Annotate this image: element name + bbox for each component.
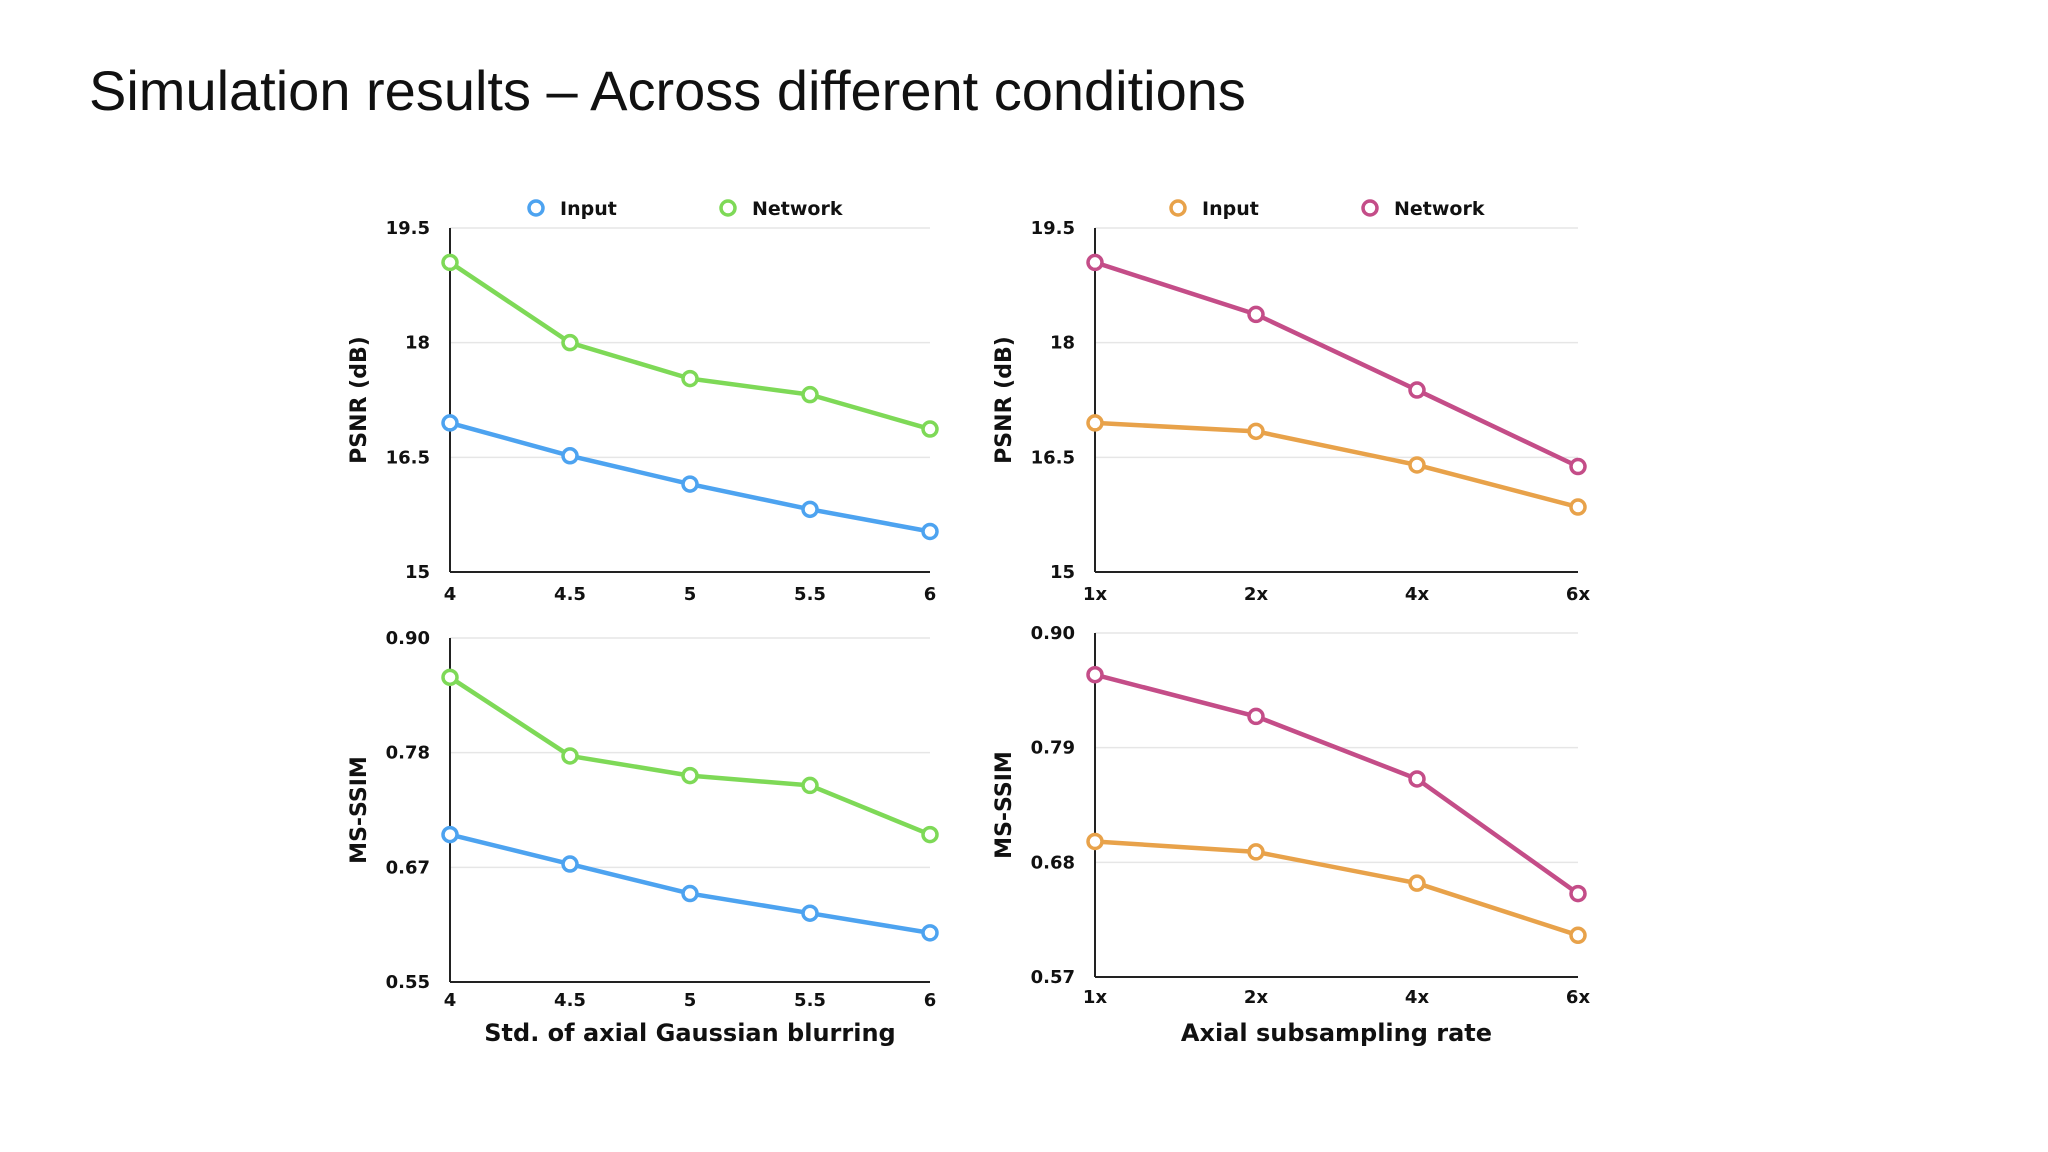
data-point-input [801, 500, 819, 519]
x-tick-label: 1x [1083, 987, 1108, 1008]
y-tick-label: 0.90 [1031, 623, 1075, 644]
y-tick-label: 16.5 [1031, 447, 1075, 468]
y-axis-label: MS-SSIM [347, 756, 372, 864]
data-point-input [441, 414, 459, 432]
x-tick-label: 6 [924, 584, 937, 605]
x-tick-label: 5.5 [794, 990, 826, 1011]
x-tick-label: 4x [1405, 987, 1430, 1008]
legend-label-input: Input [1202, 198, 1259, 220]
data-point-network [921, 420, 939, 438]
data-point-network [1086, 665, 1104, 684]
x-tick-label: 4 [444, 584, 457, 605]
data-point-network [441, 668, 459, 687]
series-line-input [1092, 839, 1581, 938]
legend-marker-network [719, 199, 737, 217]
y-tick-label: 15 [405, 562, 430, 583]
data-point-input [1408, 456, 1426, 474]
x-tick-label: 6x [1566, 584, 1591, 605]
data-point-input [1247, 422, 1265, 441]
x-tick-label: 5.5 [794, 584, 826, 605]
x-tick-label: 4x [1405, 584, 1430, 605]
data-point-network [1247, 305, 1265, 324]
series-line-input [447, 832, 933, 936]
data-point-input [1569, 498, 1587, 516]
slide-title: Simulation results – Across different co… [89, 59, 1246, 122]
data-point-network [1569, 884, 1587, 903]
data-point-network [1408, 381, 1426, 399]
y-axis-label: PSNR (dB) [347, 336, 372, 464]
data-point-network [1247, 707, 1265, 726]
y-tick-label: 0.78 [386, 743, 430, 764]
x-tick-label: 5 [684, 990, 697, 1011]
x-tick-label: 4.5 [554, 990, 586, 1011]
x-tick-label: 2x [1244, 584, 1269, 605]
series-line-network [447, 260, 933, 432]
x-tick-label: 5 [684, 584, 697, 605]
x-axis-label: Std. of axial Gaussian blurring [484, 1019, 895, 1047]
y-axis-label: PSNR (dB) [992, 336, 1017, 464]
y-tick-label: 15 [1050, 562, 1075, 583]
chart-psnr-blur: 15 16.5 18 19.5 4 4.5 5 5.5 6 PSNR (dB) Input Netwo… [347, 198, 939, 605]
data-point-input [921, 924, 939, 942]
y-tick-label: 18 [1050, 333, 1075, 354]
data-point-input [1086, 414, 1104, 432]
legend-marker-input [1169, 199, 1187, 217]
data-point-input [921, 522, 939, 541]
data-point-input [1247, 843, 1265, 861]
chart-msssim-blur: 0.55 0.67 0.78 0.90 4 4.5 5 5.5 6 MS-SSIM Std. of … [347, 628, 939, 1047]
chart-psnr-subsampling: 15 16.5 18 19.5 1x 2x 4x 6x PSNR (dB) Input Networ… [992, 198, 1590, 605]
series-line-network [447, 675, 933, 837]
data-point-input [1408, 874, 1426, 892]
data-point-network [1408, 770, 1426, 788]
legend-marker-network [1361, 199, 1379, 217]
data-point-input [1086, 832, 1104, 851]
data-point-network [801, 776, 819, 795]
x-tick-label: 6 [924, 990, 937, 1011]
data-point-input [1569, 926, 1587, 945]
data-point-input [801, 904, 819, 922]
y-tick-label: 0.57 [1031, 967, 1075, 988]
y-tick-label: 0.90 [386, 628, 430, 649]
y-tick-label: 16.5 [386, 447, 430, 468]
x-tick-label: 6x [1566, 987, 1591, 1008]
series-line-network [1092, 260, 1581, 469]
y-axis-label: MS-SSIM [992, 751, 1017, 859]
series-line-network [1092, 672, 1581, 896]
data-point-input [441, 825, 459, 844]
x-tick-label: 4.5 [554, 584, 586, 605]
series-line-input [1092, 420, 1581, 510]
y-tick-label: 19.5 [1031, 218, 1075, 239]
data-point-network [681, 369, 699, 388]
data-point-network [561, 747, 579, 765]
data-point-input [561, 855, 579, 873]
legend-marker-input [527, 199, 545, 217]
y-tick-label: 0.55 [386, 972, 430, 993]
data-point-network [1569, 457, 1587, 476]
data-point-input [681, 884, 699, 903]
chart-msssim-subsampling: 0.57 0.68 0.79 0.90 1x 2x 4x 6x MS-SSIM Axial sub… [992, 623, 1590, 1047]
data-point-network [801, 385, 819, 404]
data-point-network [681, 766, 699, 785]
x-tick-label: 1x [1083, 584, 1108, 605]
x-tick-label: 4 [444, 990, 457, 1011]
data-point-network [921, 825, 939, 844]
legend-label-input: Input [560, 198, 617, 220]
legend-label-network: Network [752, 198, 843, 220]
y-tick-label: 0.79 [1031, 738, 1075, 759]
y-tick-label: 0.67 [386, 857, 430, 878]
data-point-network [561, 333, 579, 352]
y-tick-label: 19.5 [386, 218, 430, 239]
y-tick-label: 0.68 [1031, 852, 1075, 873]
x-axis-label: Axial subsampling rate [1181, 1019, 1492, 1047]
data-point-network [1086, 253, 1104, 272]
data-point-input [681, 475, 699, 493]
x-tick-label: 2x [1244, 987, 1269, 1008]
y-tick-label: 18 [405, 333, 430, 354]
data-point-input [561, 447, 579, 465]
legend-label-network: Network [1394, 198, 1485, 220]
data-point-network [441, 253, 459, 272]
